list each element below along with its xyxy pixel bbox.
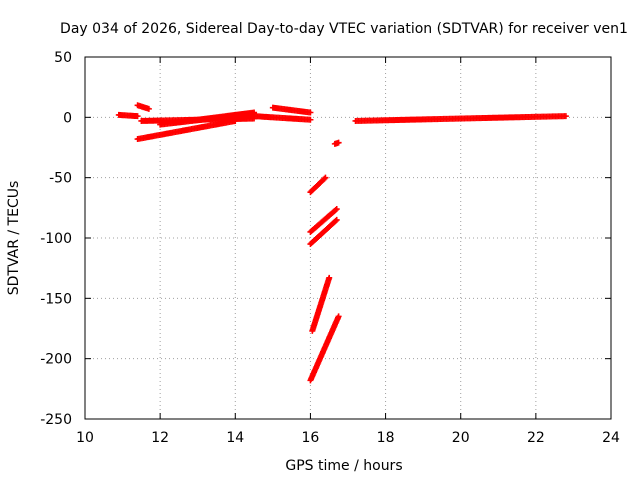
data-point — [145, 105, 152, 112]
x-tick-label: 10 — [76, 430, 94, 446]
data-point — [326, 274, 333, 281]
series-arc-11 — [307, 216, 340, 248]
x-tick-label: 12 — [151, 430, 169, 446]
x-tick-label: 20 — [452, 430, 470, 446]
data-point — [332, 206, 339, 213]
y-tick-label: 0 — [63, 110, 72, 126]
ticks: 10 12 14 16 18 20 22 24 50 0 -50 -100 -150 -200 -250 — [40, 50, 620, 446]
y-tick-label: -50 — [49, 171, 72, 187]
grid — [85, 57, 611, 419]
data-point — [562, 113, 569, 120]
series-arc-12 — [309, 274, 333, 334]
data-point — [322, 174, 329, 181]
series-arc-10 — [307, 206, 340, 235]
data-point — [332, 217, 339, 224]
series-arc-3 — [134, 117, 239, 143]
y-tick-label: -150 — [40, 291, 72, 307]
data-points — [115, 102, 569, 384]
series-arc-1 — [115, 111, 141, 120]
y-tick-label: 50 — [54, 50, 72, 66]
series-arc-15 — [352, 113, 569, 124]
x-tick-label: 16 — [302, 430, 320, 446]
y-axis-label: SDTVAR / TECUs — [6, 181, 22, 296]
x-tick-label: 18 — [377, 430, 395, 446]
x-tick-label: 14 — [226, 430, 244, 446]
data-point — [134, 113, 141, 120]
series-arc-13 — [307, 313, 342, 384]
plot-frame — [84, 56, 612, 420]
data-point — [307, 116, 314, 123]
y-tick-label: -200 — [40, 352, 72, 368]
series-arc-7 — [232, 111, 314, 123]
y-tick-label: -100 — [40, 231, 72, 247]
data-point — [307, 109, 314, 116]
x-axis-label: GPS time / hours — [285, 458, 402, 474]
data-point — [335, 139, 342, 146]
data-point — [333, 206, 340, 213]
x-tick-label: 22 — [527, 430, 545, 446]
data-point — [321, 175, 328, 182]
y-tick-label: -250 — [40, 412, 72, 428]
data-point — [335, 313, 342, 320]
series-arc-8 — [269, 104, 314, 116]
x-tick-label: 24 — [602, 430, 620, 446]
data-point — [333, 216, 340, 223]
series-arc-14 — [331, 139, 342, 147]
series-arc-6 — [194, 109, 258, 123]
series-arc-2 — [134, 102, 152, 112]
series-arc-9 — [307, 174, 329, 196]
chart-title: Day 034 of 2026, Sidereal Day-to-day VTE… — [60, 21, 628, 37]
